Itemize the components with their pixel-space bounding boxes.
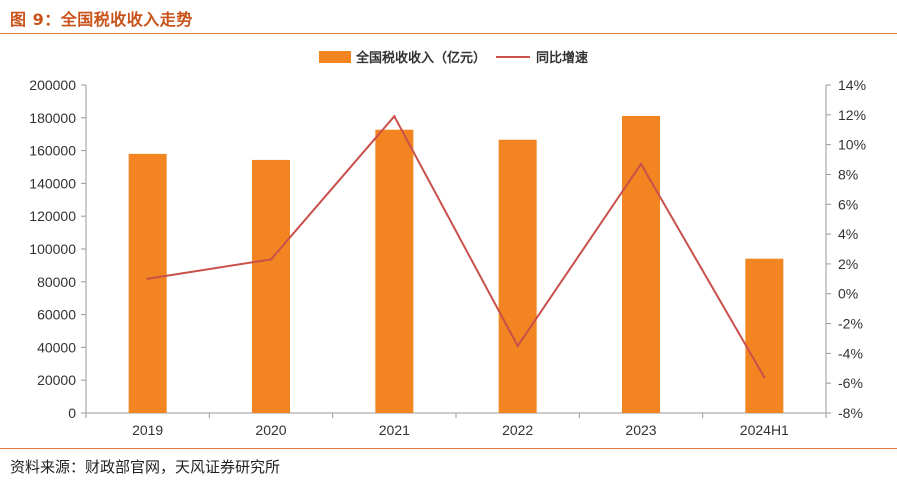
legend-bar-label: 全国税收收入（亿元） [355,50,486,65]
y-right-tick-label: 14% [838,77,866,93]
growth-point-2022 [516,344,519,348]
y-right-tick-label: 4% [838,226,858,242]
growth-point-2024H1 [763,376,766,379]
x-tick-label: 2022 [502,422,533,438]
x-tick-label: 2023 [625,422,656,438]
y-left-tick-label: 100000 [29,241,76,257]
bar-2024H1 [745,258,784,413]
title-divider [0,33,897,34]
growth-point-2019 [146,277,149,281]
legend-line-label: 同比增速 [536,50,588,65]
source-note: 资料来源：财政部官网，天风证券研究所 [10,458,281,476]
growth-point-2020 [269,258,273,261]
y-left-tick-label: 0 [68,405,76,421]
y-left-tick-label: 40000 [37,339,76,355]
growth-rate-line [147,114,766,378]
bar-2021 [375,129,414,413]
y-left-tick-label: 180000 [29,110,76,126]
growth-point-2023 [639,162,643,166]
y-right-tick-label: -2% [838,316,863,332]
growth-point-2021 [393,115,396,118]
legend-bar-swatch [319,51,351,63]
y-right-tick-label: 8% [838,166,858,182]
bar-2022 [498,139,537,413]
y-left-tick-label: 80000 [37,274,76,290]
bar-2023 [622,115,660,414]
x-tick-label: 2021 [379,422,410,438]
y-left-tick-label: 120000 [29,208,76,224]
y-right-tick-label: 2% [838,256,858,272]
x-tick-label: 2020 [255,422,286,438]
y-right-tick-label: -4% [838,345,863,361]
figure-title: 图 9：全国税收收入走势 [10,10,193,29]
y-right-tick-label: 6% [838,196,858,212]
y-left-tick-label: 140000 [29,175,76,191]
y-right-tick-label: 12% [838,107,866,123]
bar-2019 [128,153,167,413]
bar-2020 [252,159,290,413]
y-left-tick-label: 200000 [29,77,76,93]
combo-chart: 0 20000 40000 60000 80000 100000 120000 140000 1… [29,50,866,438]
x-tick-label: 2019 [132,422,163,438]
y-right-tick-label: -8% [838,405,863,421]
y-right-tick-label: -6% [838,375,863,391]
y-right-tick-label: 0% [838,286,858,302]
x-tick-label: 2024H1 [740,422,789,438]
footer-divider [0,448,897,449]
y-right-tick-label: 10% [838,137,866,153]
y-left-tick-label: 20000 [37,372,76,388]
y-left-tick-label: 160000 [29,143,76,159]
y-left-tick-label: 60000 [37,307,76,323]
